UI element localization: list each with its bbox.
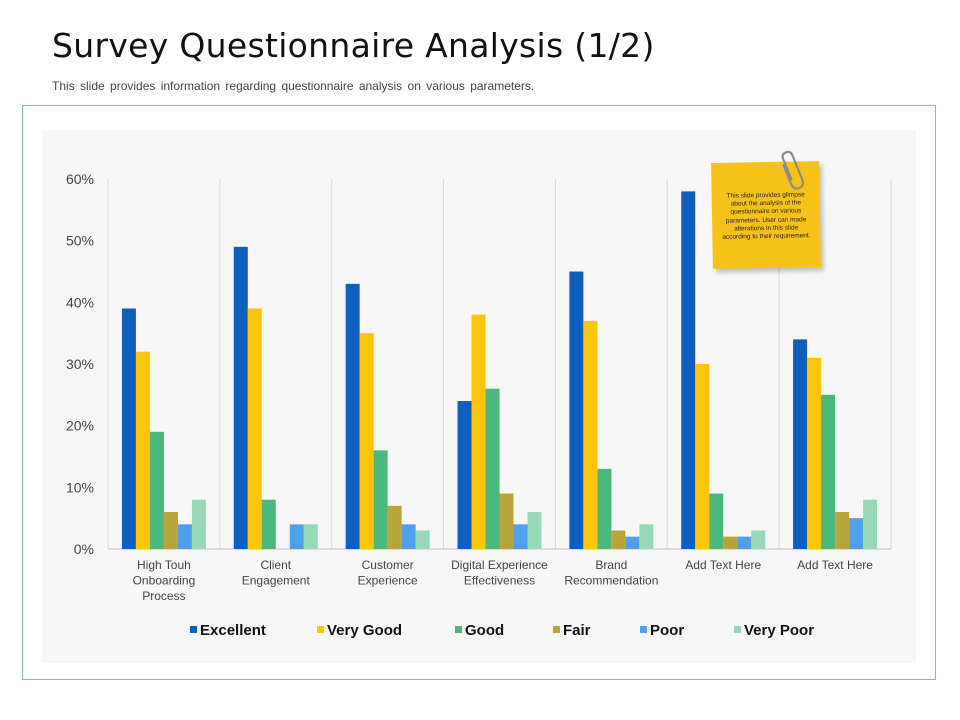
content-frame <box>22 105 936 680</box>
legend-label: Very Good <box>327 622 402 639</box>
x-tick-label: High Touh Onboarding Process <box>133 558 196 603</box>
legend-label: Very Poor <box>744 622 814 639</box>
bar-poor <box>513 524 528 549</box>
bar-good <box>485 388 500 549</box>
y-tick-label: 60% <box>66 171 94 187</box>
legend-swatch <box>317 626 324 633</box>
bar-very-poor <box>863 499 878 549</box>
bar-very-poor <box>527 512 542 549</box>
x-tick-label: Client Engagement <box>242 558 311 588</box>
bar-good <box>709 493 724 549</box>
bar-poor <box>625 536 640 549</box>
bar-very-good <box>135 351 150 549</box>
x-tick-label: Add Text Here <box>797 558 873 572</box>
x-tick-label: Brand Recommendation <box>564 558 658 588</box>
bar-excellent <box>681 191 696 550</box>
paperclip-icon <box>781 150 805 190</box>
bar-excellent <box>457 401 472 549</box>
bar-excellent <box>233 246 248 550</box>
bar-fair <box>499 493 514 549</box>
y-tick-label: 20% <box>66 418 94 434</box>
bar-very-good <box>359 333 374 549</box>
bar-good <box>821 394 836 549</box>
bar-fair <box>611 530 626 549</box>
legend-swatch <box>640 626 647 633</box>
bar-excellent <box>569 271 584 549</box>
bar-poor <box>737 536 752 549</box>
bar-very-good <box>471 314 486 549</box>
bar-good <box>597 468 612 549</box>
bar-very-poor <box>639 524 654 549</box>
slide-title: Survey Questionnaire Analysis (1/2) <box>52 26 655 65</box>
x-tick-label: Digital Experience Effectiveness <box>451 558 548 588</box>
bar-good <box>373 450 388 549</box>
bar-poor <box>177 524 192 549</box>
bar-very-good <box>807 357 822 549</box>
bar-excellent <box>121 308 136 549</box>
bar-fair <box>163 512 178 549</box>
bar-very-poor <box>751 530 766 549</box>
slide-subtitle: This slide provides information regardin… <box>52 79 535 93</box>
bar-very-good <box>583 320 598 549</box>
y-tick-label: 0% <box>74 541 94 557</box>
y-tick-label: 10% <box>66 479 94 495</box>
legend-label: Good <box>465 622 504 639</box>
bar-very-poor <box>303 524 318 549</box>
legend-label: Excellent <box>200 622 266 639</box>
legend-swatch <box>553 626 560 633</box>
bar-poor <box>289 524 304 549</box>
sticky-note-text: This slide provides glimpse about the an… <box>722 191 811 241</box>
bar-fair <box>835 512 850 549</box>
bar-very-good <box>695 364 710 549</box>
bar-poor <box>849 518 864 549</box>
bar-very-good <box>247 308 262 549</box>
bar-fair <box>387 505 402 549</box>
y-tick-label: 50% <box>66 233 94 249</box>
bar-excellent <box>345 283 360 549</box>
legend-swatch <box>190 626 197 633</box>
bar-poor <box>401 524 416 549</box>
legend-label: Poor <box>650 622 684 639</box>
legend-swatch <box>455 626 462 633</box>
bar-good <box>261 499 276 549</box>
legend-swatch <box>734 626 741 633</box>
legend-label: Fair <box>563 622 591 639</box>
x-tick-label: Add Text Here <box>685 558 761 572</box>
bar-excellent <box>793 339 808 549</box>
bar-very-poor <box>191 499 206 549</box>
bar-very-poor <box>415 530 430 549</box>
bar-good <box>149 431 164 549</box>
x-tick-label: Customer Experience <box>358 558 418 588</box>
bar-fair <box>723 536 738 549</box>
y-tick-label: 40% <box>66 294 94 310</box>
y-tick-label: 30% <box>66 356 94 372</box>
